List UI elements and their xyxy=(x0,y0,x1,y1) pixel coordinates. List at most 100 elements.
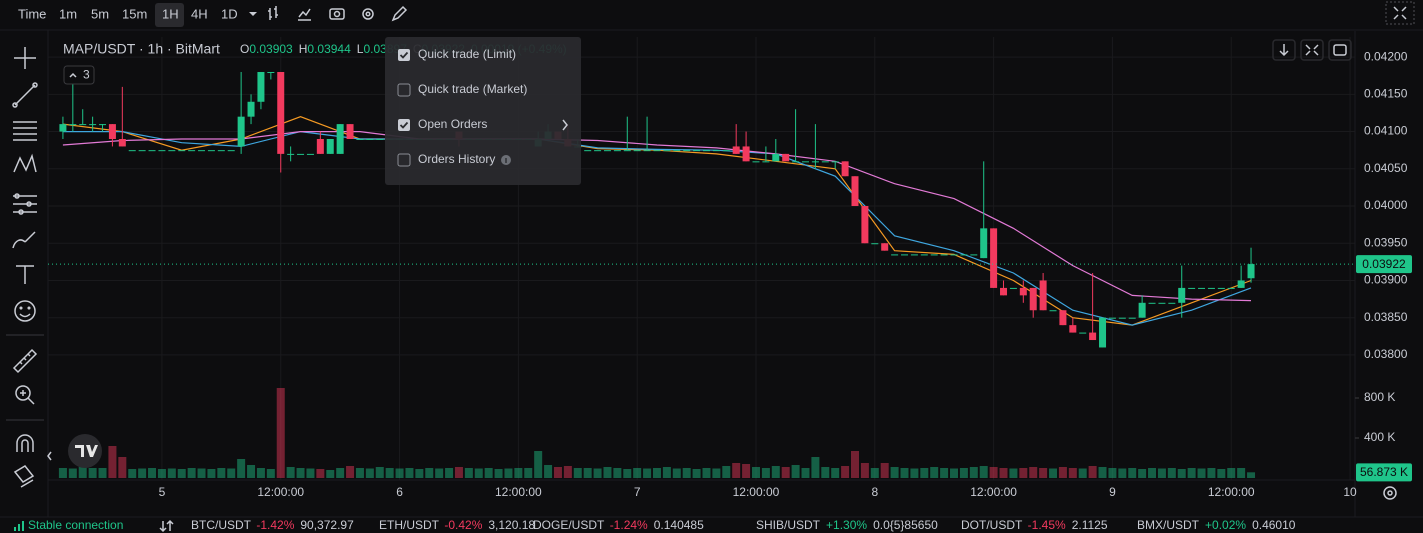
toolbar-icons xyxy=(249,1,1415,25)
candle-body xyxy=(148,150,156,152)
fullscreen-icon[interactable] xyxy=(1385,1,1415,25)
volume-bar xyxy=(751,467,760,478)
ticker[interactable]: ETH/USDT -0.42% 3,120.18 xyxy=(379,518,535,532)
interval-button[interactable]: 5m xyxy=(91,6,109,21)
candle-body xyxy=(1247,264,1255,279)
y-tick-label: 0.04000 xyxy=(1364,198,1408,212)
volume-bar xyxy=(1247,472,1256,478)
ticker-change: +0.02% xyxy=(1205,518,1246,532)
lock-tool[interactable] xyxy=(13,465,35,488)
interval-button[interactable]: Time xyxy=(18,6,46,21)
x-tick-label: 5 xyxy=(159,485,166,499)
text-tool[interactable] xyxy=(16,265,34,284)
projection-tool[interactable] xyxy=(13,193,37,215)
menu-item[interactable]: Orders History xyxy=(397,152,495,167)
candle-body xyxy=(960,254,968,256)
candle-body xyxy=(1178,287,1186,303)
volume-bar xyxy=(237,459,246,478)
interval-button[interactable]: 4H xyxy=(191,6,208,21)
submenu-arrow[interactable] xyxy=(562,119,568,131)
candle-body xyxy=(752,161,760,163)
volume-bar xyxy=(553,467,562,478)
interval-button[interactable]: 1H xyxy=(162,6,179,21)
volume-bar xyxy=(217,468,226,478)
y-tick-label: 0.03850 xyxy=(1364,310,1408,324)
draw-icon[interactable] xyxy=(391,5,408,22)
candle-body xyxy=(118,139,126,147)
ruler-tool[interactable] xyxy=(12,348,38,374)
fib-tool[interactable] xyxy=(13,121,37,141)
ticker-pair: BMX/USDT xyxy=(1137,518,1200,532)
maximize-button[interactable] xyxy=(1328,39,1352,61)
settings-icon[interactable] xyxy=(362,8,374,20)
candle-body xyxy=(69,124,77,126)
ohlc-label: O xyxy=(240,42,249,56)
volume-bar xyxy=(1118,468,1127,478)
axis-settings-button[interactable] xyxy=(1383,486,1397,500)
candle-body xyxy=(623,150,631,152)
chart-buttons xyxy=(1272,39,1352,61)
interval-button[interactable]: 15m xyxy=(122,6,147,21)
interval-button[interactable]: 1m xyxy=(59,6,77,21)
volume-bar xyxy=(860,463,869,478)
candle-body xyxy=(1049,310,1057,312)
volume-bar xyxy=(118,457,127,478)
ticker-sort-icon[interactable] xyxy=(159,519,174,533)
magnet-tool[interactable] xyxy=(16,434,34,452)
candle-body xyxy=(742,146,750,162)
indicator-toggle[interactable]: 3 xyxy=(63,65,95,85)
candle-body xyxy=(198,150,206,152)
volume-bar xyxy=(494,469,503,478)
menu-item[interactable]: Quick trade (Market) xyxy=(397,82,527,97)
indicators-icon[interactable] xyxy=(298,8,311,21)
candle-body xyxy=(1029,287,1037,311)
candle-body xyxy=(861,206,869,244)
candle-body xyxy=(970,254,978,256)
volume-bar xyxy=(395,468,404,478)
volume-bar xyxy=(1019,468,1028,478)
trendline-tool[interactable] xyxy=(12,82,38,108)
ohlc-value: 0.03903 xyxy=(249,42,293,56)
scroll-down-button[interactable] xyxy=(1272,39,1296,61)
ticker[interactable]: SHIB/USDT +1.30% 0.0{5}85650 xyxy=(756,518,938,532)
volume-bar xyxy=(712,468,721,478)
moving-average-line xyxy=(62,131,1252,302)
candle-body xyxy=(594,150,602,152)
menu-item[interactable]: Quick trade (Limit) xyxy=(398,47,516,61)
candle-body xyxy=(188,150,196,152)
volume-bar xyxy=(177,469,186,478)
crosshair-tool[interactable] xyxy=(14,47,36,69)
ticker[interactable]: BMX/USDT +0.02% 0.46010 xyxy=(1137,518,1296,532)
collapse-button[interactable] xyxy=(1300,39,1324,61)
signal-icon xyxy=(14,521,24,531)
bar-style-icon[interactable] xyxy=(268,6,278,20)
volume-bar xyxy=(950,468,959,478)
chart xyxy=(48,37,1355,480)
volume-bar xyxy=(959,468,968,478)
ticker[interactable]: DOGE/USDT -1.24% 0.140485 xyxy=(533,518,704,532)
volume-bar xyxy=(148,468,157,478)
candle-body xyxy=(326,139,334,154)
brush-tool[interactable] xyxy=(12,231,36,249)
volume-bar xyxy=(890,467,899,478)
scroll-left-button[interactable] xyxy=(47,451,52,461)
ticker[interactable]: DOT/USDT -1.45% 2.1125 xyxy=(961,518,1108,532)
candle-body xyxy=(1118,317,1126,319)
checkbox-checked xyxy=(398,49,410,61)
candle-body xyxy=(881,243,889,251)
ticker-price: 90,372.97 xyxy=(300,518,354,532)
interval-button[interactable]: 1D xyxy=(221,6,238,21)
ticker[interactable]: BTC/USDT -1.42% 90,372.97 xyxy=(191,518,354,532)
interval-caret[interactable] xyxy=(249,12,257,16)
screenshot-icon[interactable] xyxy=(329,8,345,20)
volume-bar xyxy=(1207,468,1216,478)
candle-body xyxy=(901,254,909,256)
volume-bar xyxy=(1009,468,1018,478)
menu-item[interactable]: Open Orders xyxy=(398,117,487,131)
emoji-tool[interactable] xyxy=(14,300,36,322)
zoom-tool[interactable] xyxy=(15,385,35,405)
pattern-tool[interactable] xyxy=(13,153,37,173)
volume-bar xyxy=(781,467,790,478)
volume-bar xyxy=(454,467,463,478)
candle-body xyxy=(663,150,671,152)
